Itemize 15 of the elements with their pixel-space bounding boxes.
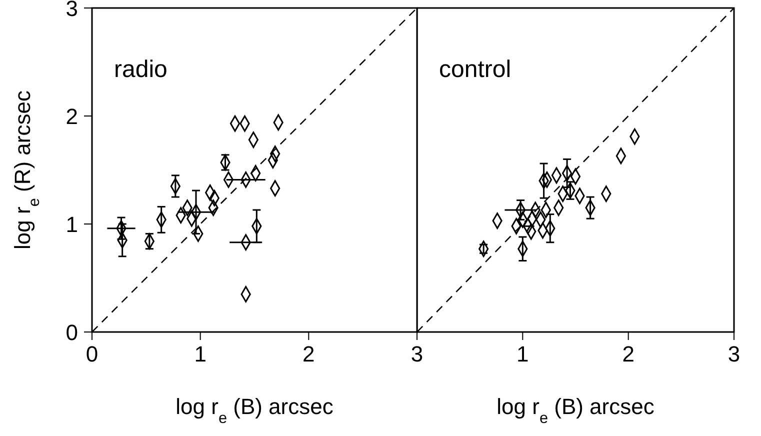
x-axis-title: log r$_{e}$ (B) arcsec	[496, 394, 654, 426]
x-tick-label: 3	[728, 342, 740, 367]
x-tick-label: 2	[622, 342, 634, 367]
y-tick-label: 1	[66, 212, 78, 237]
annotation: radio	[114, 56, 168, 84]
y-tick-label: 2	[66, 104, 78, 129]
x-tick-label: 1	[516, 342, 529, 367]
x-tick-label: 1	[194, 342, 206, 367]
x-tick-label: 3	[410, 342, 424, 367]
x-tick-label: 2	[302, 342, 315, 367]
x-tick-label: 0	[86, 342, 98, 367]
x-axis-title: log r$_{e}$ (B) arcsec	[176, 394, 334, 426]
y-tick-label: 3	[66, 0, 78, 21]
y-tick-label: 0	[66, 320, 78, 345]
annotation: control	[439, 56, 512, 84]
